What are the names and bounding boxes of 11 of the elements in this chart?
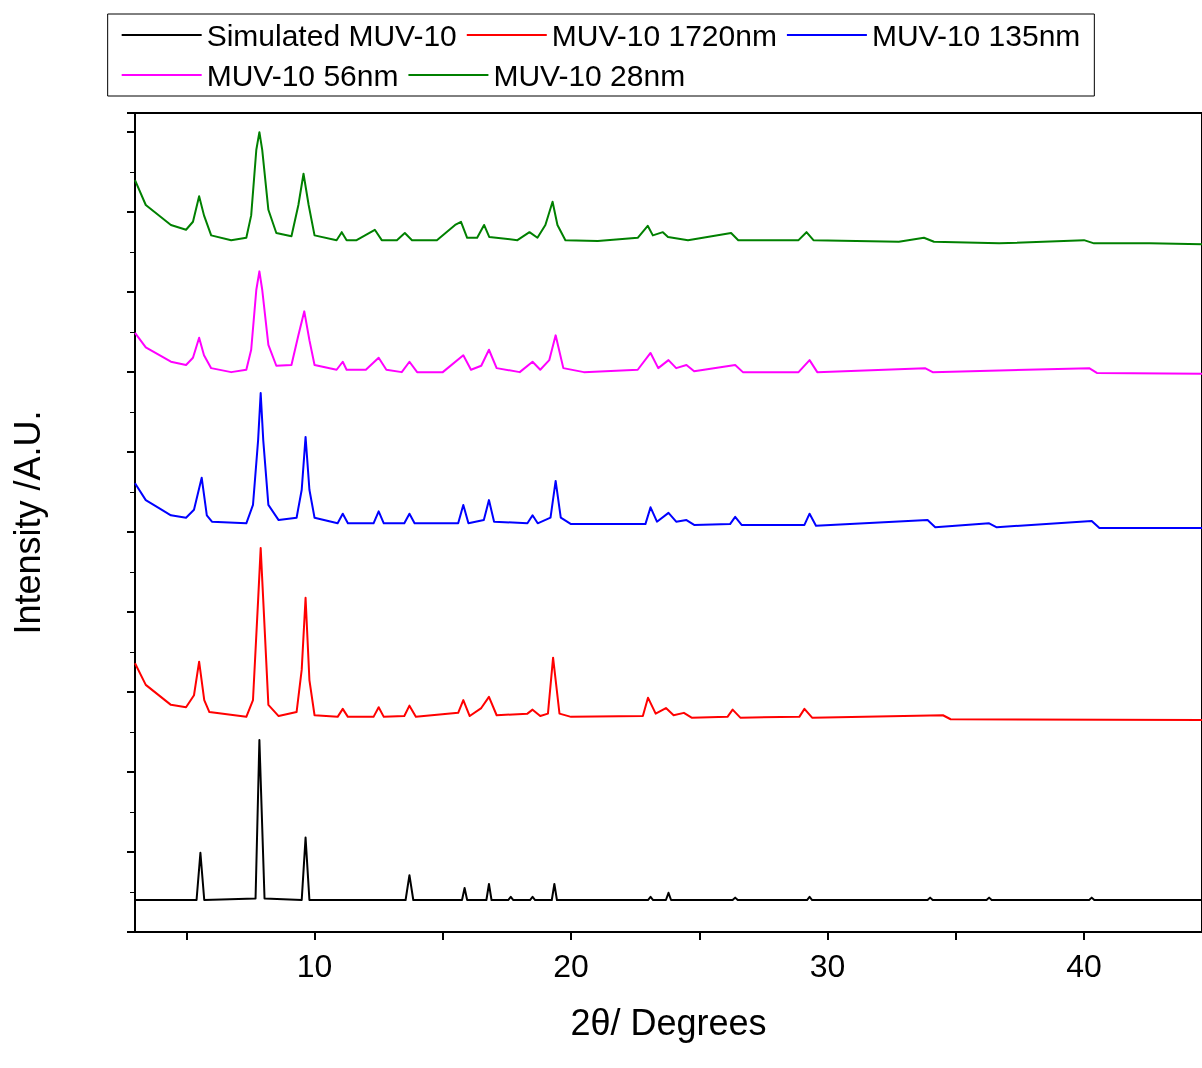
legend-label: MUV-10 135nm xyxy=(871,18,1081,52)
legend-label: MUV-10 28nm xyxy=(493,58,686,92)
y-axis-title: Intensity /A.U. xyxy=(6,410,48,635)
legend-label: MUV-10 56nm xyxy=(206,58,399,92)
x-tick-label: 10 xyxy=(296,948,333,984)
legend-label: Simulated MUV-10 xyxy=(206,18,457,52)
x-tick-label: 30 xyxy=(809,948,846,984)
x-tick-label: 40 xyxy=(1066,948,1102,984)
x-axis-title: 2θ/ Degrees xyxy=(570,1001,767,1043)
legend-label: MUV-10 1720nm xyxy=(551,18,777,52)
x-tick-label: 20 xyxy=(553,948,589,984)
